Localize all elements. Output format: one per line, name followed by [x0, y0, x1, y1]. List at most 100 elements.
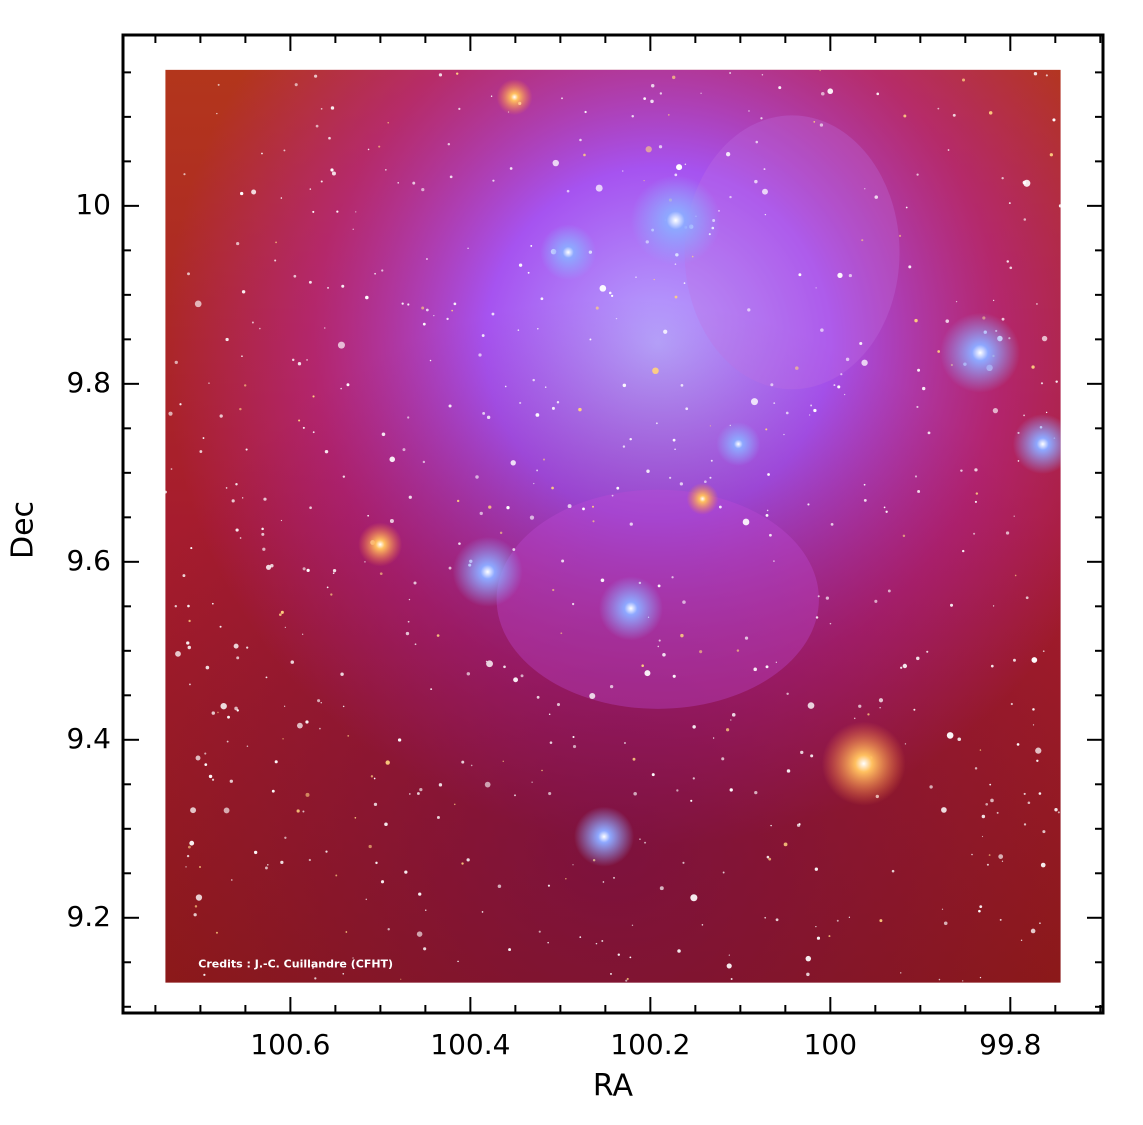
- star: [514, 794, 516, 797]
- star: [825, 596, 829, 600]
- star: [279, 613, 282, 617]
- star: [436, 634, 440, 637]
- star: [1022, 180, 1027, 185]
- star: [253, 850, 258, 855]
- star: [764, 213, 767, 216]
- star: [848, 916, 851, 918]
- star: [601, 939, 604, 942]
- star: [367, 514, 370, 517]
- star: [916, 405, 919, 409]
- star: [988, 854, 991, 857]
- star: [190, 807, 197, 814]
- star: [225, 337, 229, 342]
- star: [589, 338, 592, 341]
- star: [816, 936, 821, 940]
- star: [305, 720, 309, 724]
- star: [517, 329, 520, 331]
- star: [188, 619, 191, 623]
- star: [728, 954, 730, 956]
- star: [730, 978, 733, 980]
- star: [900, 972, 902, 974]
- star: [400, 978, 402, 980]
- star: [532, 378, 535, 382]
- star: [430, 688, 433, 691]
- star: [314, 977, 317, 980]
- star: [235, 483, 238, 486]
- star: [179, 403, 182, 406]
- star: [491, 312, 495, 316]
- star: [208, 382, 210, 384]
- star: [645, 146, 652, 153]
- star: [613, 876, 615, 879]
- star: [239, 537, 242, 539]
- star: [916, 656, 920, 661]
- star: [204, 763, 208, 766]
- star: [905, 206, 908, 209]
- star: [674, 448, 676, 450]
- star: [760, 117, 763, 120]
- star: [795, 366, 799, 370]
- star: [355, 211, 357, 213]
- star: [302, 426, 305, 429]
- star: [265, 564, 272, 570]
- star: [414, 643, 417, 646]
- star: [1058, 204, 1061, 208]
- bright-star: [716, 422, 761, 467]
- star: [478, 353, 482, 357]
- star: [863, 483, 866, 486]
- star: [658, 145, 663, 149]
- star: [251, 321, 254, 324]
- bright-star: [496, 79, 533, 116]
- star: [891, 869, 895, 873]
- star: [385, 760, 390, 765]
- star: [262, 547, 266, 551]
- y-tick-label: 9.2: [66, 900, 111, 933]
- star: [242, 497, 244, 499]
- star: [319, 727, 321, 730]
- star: [988, 111, 993, 115]
- star: [863, 498, 867, 502]
- star: [572, 735, 575, 739]
- star: [941, 807, 947, 813]
- star: [401, 302, 404, 305]
- star: [929, 785, 933, 789]
- star: [898, 234, 902, 238]
- star: [710, 459, 713, 462]
- star: [457, 960, 459, 963]
- star: [381, 432, 386, 437]
- star: [236, 709, 239, 712]
- star: [367, 148, 370, 151]
- star: [183, 173, 186, 176]
- star: [945, 319, 950, 323]
- star: [186, 641, 190, 645]
- star: [974, 500, 977, 503]
- star: [1032, 708, 1035, 711]
- star: [1025, 596, 1029, 600]
- star: [709, 476, 712, 479]
- star: [615, 317, 618, 320]
- star: [975, 492, 979, 495]
- bright-star: [630, 175, 721, 266]
- star: [448, 404, 452, 408]
- star: [565, 878, 567, 880]
- star: [1031, 657, 1038, 663]
- star: [541, 769, 543, 772]
- star: [853, 717, 856, 720]
- star: [293, 274, 297, 278]
- star: [373, 777, 376, 780]
- star: [981, 835, 984, 838]
- star: [729, 788, 733, 792]
- x-tick-label: 100.2: [610, 1028, 690, 1061]
- x-tick-label: 100: [804, 1028, 857, 1061]
- star: [641, 664, 644, 667]
- star: [725, 152, 731, 157]
- star: [168, 411, 173, 416]
- star: [510, 460, 516, 466]
- star: [1001, 860, 1004, 862]
- star: [632, 757, 636, 761]
- star: [775, 661, 778, 664]
- star: [520, 674, 524, 678]
- star: [291, 358, 295, 362]
- star: [819, 69, 822, 72]
- star: [903, 114, 907, 118]
